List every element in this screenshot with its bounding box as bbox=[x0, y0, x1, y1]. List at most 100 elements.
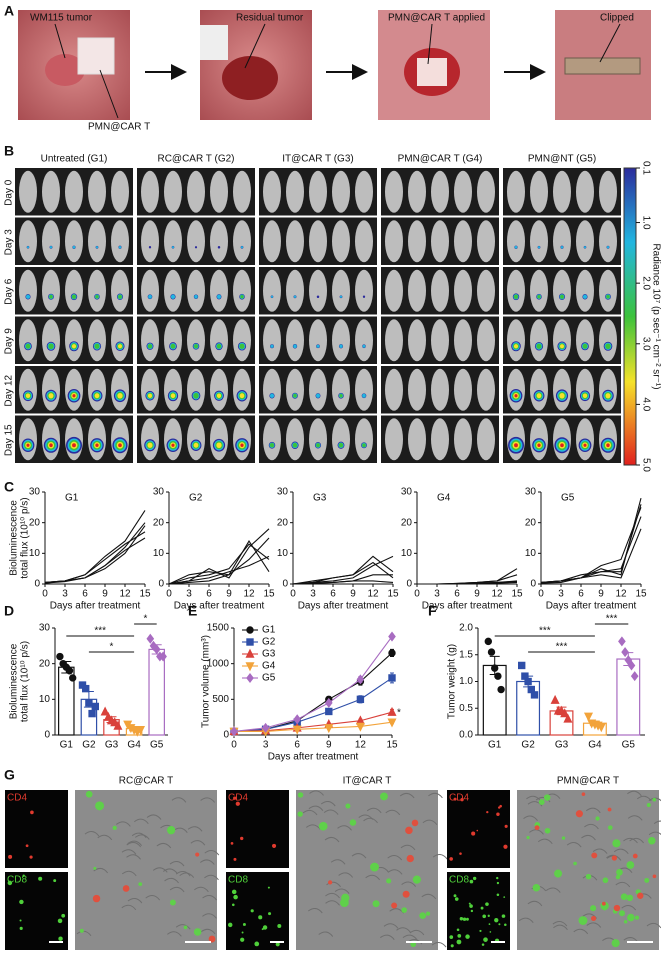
signal bbox=[147, 442, 153, 448]
cd8-cell bbox=[627, 913, 635, 922]
cd8-cell bbox=[345, 803, 351, 809]
cell-outline bbox=[615, 881, 631, 888]
x-tick-label: 12 bbox=[243, 589, 255, 600]
cell-outline bbox=[121, 870, 137, 877]
signal bbox=[118, 344, 122, 349]
cell-outline bbox=[379, 934, 395, 940]
signal bbox=[559, 393, 565, 399]
mouse bbox=[431, 319, 449, 362]
x-tick-label: 15 bbox=[263, 589, 275, 600]
micrograph-merge bbox=[517, 790, 659, 950]
series-line bbox=[540, 507, 642, 584]
signal bbox=[72, 394, 76, 398]
mouse bbox=[530, 368, 548, 411]
mouse bbox=[385, 418, 403, 461]
cell-outline bbox=[526, 795, 541, 802]
signal bbox=[217, 245, 221, 249]
signal bbox=[239, 393, 245, 399]
cd8-cell bbox=[483, 937, 488, 942]
cd8-cell bbox=[561, 836, 566, 840]
cell-outline bbox=[325, 892, 340, 899]
cell-outline bbox=[606, 854, 621, 861]
y-tick-label: 0 bbox=[282, 579, 288, 590]
data-point bbox=[550, 694, 560, 704]
data-point bbox=[518, 661, 526, 670]
cell-outline bbox=[145, 895, 161, 901]
mouse bbox=[408, 319, 426, 362]
series-line bbox=[233, 652, 393, 732]
mouse bbox=[233, 269, 251, 312]
clips bbox=[564, 57, 641, 75]
cd8-cell bbox=[482, 914, 487, 919]
mouse bbox=[553, 269, 571, 312]
signal bbox=[72, 245, 76, 249]
data-point bbox=[530, 691, 539, 699]
cd8-cell bbox=[526, 835, 530, 840]
micrograph-cd4 bbox=[447, 790, 510, 868]
signal bbox=[194, 246, 198, 249]
tumor bbox=[222, 56, 278, 100]
signal bbox=[560, 294, 564, 299]
cell-outline bbox=[325, 900, 340, 906]
cell-outline bbox=[592, 848, 608, 854]
legend-marker bbox=[246, 638, 254, 646]
tumor bbox=[45, 54, 85, 86]
x-tick-label: 3 bbox=[186, 589, 192, 600]
series-line bbox=[233, 636, 393, 732]
data-point bbox=[621, 647, 629, 658]
cd8-cell bbox=[459, 917, 464, 921]
mouse bbox=[576, 368, 594, 411]
cell-outline bbox=[409, 929, 425, 936]
x-tick-label: 6 bbox=[206, 589, 212, 600]
y-tick-label: 0.5 bbox=[459, 703, 473, 714]
cell-outline bbox=[126, 841, 142, 848]
signal bbox=[537, 443, 541, 447]
cd8-cell bbox=[372, 900, 380, 908]
series-line bbox=[233, 677, 393, 732]
mouse bbox=[309, 368, 327, 411]
mouse bbox=[507, 269, 525, 312]
cd8-cell bbox=[456, 928, 460, 932]
cell-outline bbox=[93, 867, 109, 874]
cd8-cell bbox=[297, 811, 303, 817]
pointer bbox=[599, 23, 621, 63]
day-label: Day 3 bbox=[4, 229, 15, 256]
cell-outline bbox=[648, 831, 661, 836]
cell-outline bbox=[199, 859, 215, 865]
marker bbox=[293, 714, 302, 725]
mouse bbox=[19, 170, 37, 213]
cd8-cell bbox=[496, 893, 500, 897]
channel-label: CD4 bbox=[228, 793, 248, 804]
cd4-cell bbox=[632, 853, 638, 859]
mouse bbox=[88, 368, 106, 411]
cd4-cell bbox=[233, 857, 237, 861]
signal bbox=[339, 295, 343, 298]
cd4-cell bbox=[235, 801, 240, 806]
data-point bbox=[159, 651, 167, 662]
x-tick-label: G4 bbox=[588, 740, 602, 751]
cell-outline bbox=[76, 930, 92, 937]
cd8-cell bbox=[607, 825, 613, 830]
mouse bbox=[19, 220, 37, 263]
mouse bbox=[309, 170, 327, 213]
cd8-cell bbox=[612, 839, 621, 848]
mouse bbox=[210, 170, 228, 213]
data-point bbox=[487, 648, 496, 656]
mouse bbox=[164, 368, 182, 411]
cd4-cell bbox=[240, 836, 244, 841]
mouse bbox=[65, 170, 83, 213]
cell-outline bbox=[127, 897, 143, 904]
group-label: PMN@NT (G5) bbox=[528, 154, 596, 165]
marker bbox=[292, 725, 302, 735]
x-tick-label: 12 bbox=[491, 589, 503, 600]
chart-title: G2 bbox=[189, 493, 203, 504]
y-tick-label: 30 bbox=[401, 487, 413, 498]
mouse bbox=[233, 319, 251, 362]
cd8-cell bbox=[419, 912, 427, 920]
cell-outline bbox=[164, 877, 179, 884]
y-tick-label: 10 bbox=[525, 548, 537, 559]
mouse bbox=[477, 368, 495, 411]
mouse bbox=[187, 319, 205, 362]
data-point bbox=[484, 637, 492, 646]
y-axis-label: total flux (10¹⁰ p/s) bbox=[20, 497, 31, 578]
